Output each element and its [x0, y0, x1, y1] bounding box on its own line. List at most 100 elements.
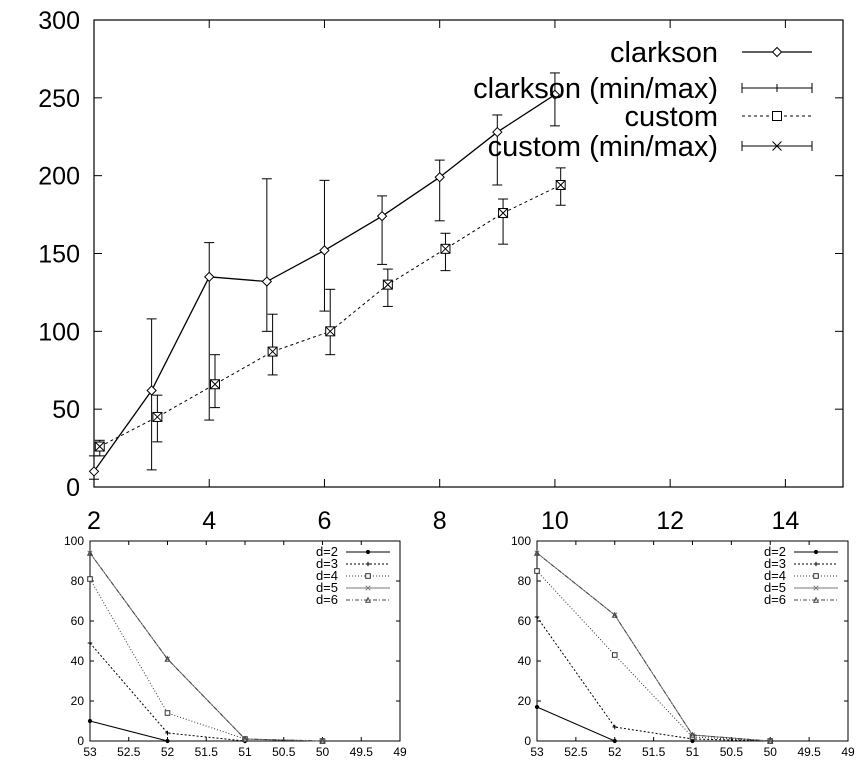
legend-swatch-marker — [813, 549, 819, 555]
custom-minmax-point — [555, 180, 566, 190]
series-line-d6 — [536, 552, 771, 742]
clarkson-point — [549, 89, 561, 100]
x-tick-label: 52 — [161, 745, 175, 759]
x-tick-label: 49 — [393, 745, 407, 759]
legend-swatch-marker — [365, 561, 371, 567]
series-point-d6 — [611, 611, 618, 618]
legend-swatch-marker — [813, 573, 819, 579]
series-point-d2 — [534, 704, 540, 710]
series-line-d2 — [536, 706, 771, 742]
x-tick-label: 49 — [841, 745, 855, 759]
y-tick-label: 300 — [38, 7, 80, 35]
y-tick-label: 20 — [518, 694, 532, 708]
x-tick-label: 6 — [318, 507, 332, 535]
y-tick-label: 80 — [518, 574, 532, 588]
y-tick-label: 0 — [77, 734, 84, 748]
x-tick-label: 51.5 — [642, 745, 666, 759]
x-tick-label: 49.5 — [797, 745, 821, 759]
clarkson-point — [492, 126, 503, 138]
series-point-d4 — [611, 652, 618, 658]
legend-swatch-marker — [364, 596, 372, 603]
series-point-d6 — [319, 737, 326, 744]
x-tick-label: 51 — [686, 745, 700, 759]
x-tick-label: 51.5 — [195, 745, 219, 759]
legend-label: custom (min/max) — [488, 131, 718, 163]
legend-label: d=3 — [764, 556, 786, 571]
clarkson-point — [376, 210, 388, 222]
y-tick-label: 0 — [524, 734, 531, 748]
plot-frame — [93, 19, 844, 488]
series-point-d6 — [533, 549, 541, 556]
x-tick-label: 50.5 — [720, 745, 744, 759]
x-tick-label: 8 — [433, 507, 447, 535]
legend-swatch-marker — [771, 46, 783, 58]
legend-swatch-marker — [365, 549, 371, 555]
y-tick-label: 100 — [38, 318, 80, 346]
legend-swatch-marker — [365, 573, 371, 579]
legend-swatch-marker — [365, 585, 371, 591]
x-tick-label: 12 — [656, 507, 684, 535]
plot-frame — [536, 540, 849, 742]
series-point-d4 — [87, 576, 93, 582]
legend-swatch-marker — [772, 111, 782, 121]
legend-label: d=2 — [764, 544, 786, 559]
x-tick-label: 50 — [316, 745, 330, 759]
y-tick-label: 100 — [64, 534, 84, 548]
plot-frame — [89, 540, 401, 742]
series-point-d6 — [689, 731, 696, 738]
legend-swatch-marker — [813, 561, 819, 567]
series-point-d2 — [165, 738, 170, 744]
clarkson-point — [146, 385, 157, 396]
series-line-d3 — [536, 616, 771, 742]
x-tick-label: 4 — [202, 507, 216, 535]
series-line-d5 — [89, 552, 323, 742]
legend-label: clarkson — [610, 37, 718, 69]
legend-label: d=4 — [764, 568, 786, 583]
series-point-d3 — [612, 724, 618, 730]
series-line-d4 — [536, 570, 771, 742]
y-tick-label: 20 — [71, 694, 85, 708]
custom-minmax-point — [94, 441, 105, 452]
y-tick-label: 200 — [38, 163, 80, 191]
x-tick-label: 50.5 — [272, 745, 296, 759]
y-tick-label: 50 — [52, 396, 80, 424]
custom-minmax-point — [382, 279, 393, 290]
legend-label: d=6 — [316, 592, 338, 607]
x-tick-label: 52.5 — [117, 745, 141, 759]
legend-label: clarkson (min/max) — [473, 73, 718, 105]
main-chart: 0 50 100 150 200 250 300 2 4 6 8 10 12 14 clarkson clar… — [38, 7, 844, 535]
custom-minmax-point — [325, 326, 336, 337]
y-tick-label: 80 — [71, 574, 85, 588]
series-point-d6 — [164, 655, 171, 662]
custom-minmax-point — [498, 208, 508, 218]
small-chart-left: 0 20 40 60 80 100 53 52.5 52 51.5 51 50.5 50 49.5 49 d=… — [64, 534, 407, 759]
x-tick-label: 50 — [764, 745, 778, 759]
series-point-d6 — [86, 549, 94, 556]
legend-label: d=6 — [764, 592, 786, 607]
x-tick-label: 52 — [608, 745, 622, 759]
series-point-d2 — [612, 738, 617, 744]
y-tick-label: 250 — [38, 85, 80, 113]
custom-minmax-point — [210, 379, 220, 390]
y-tick-label: 60 — [71, 614, 85, 628]
series-point-d4 — [164, 710, 171, 716]
custom-minmax-point — [267, 346, 278, 357]
series-point-d3 — [165, 730, 170, 736]
legend-label: d=5 — [764, 580, 786, 595]
legend-swatch-marker — [772, 141, 782, 151]
x-tick-label: 14 — [771, 507, 799, 535]
x-tick-label: 10 — [541, 507, 569, 535]
series-point-d3 — [534, 614, 540, 620]
legend-label: d=4 — [316, 568, 338, 583]
x-tick-label: 53 — [530, 745, 544, 759]
x-tick-label: 51 — [238, 745, 252, 759]
y-tick-label: 40 — [71, 654, 85, 668]
clarkson-point — [204, 271, 215, 283]
series-line-d2 — [89, 720, 323, 742]
custom-minmax-point — [152, 412, 163, 422]
legend-label: d=5 — [316, 580, 338, 595]
y-tick-label: 150 — [38, 241, 80, 269]
custom-minmax-point — [440, 243, 451, 254]
y-tick-label: 0 — [66, 474, 80, 502]
